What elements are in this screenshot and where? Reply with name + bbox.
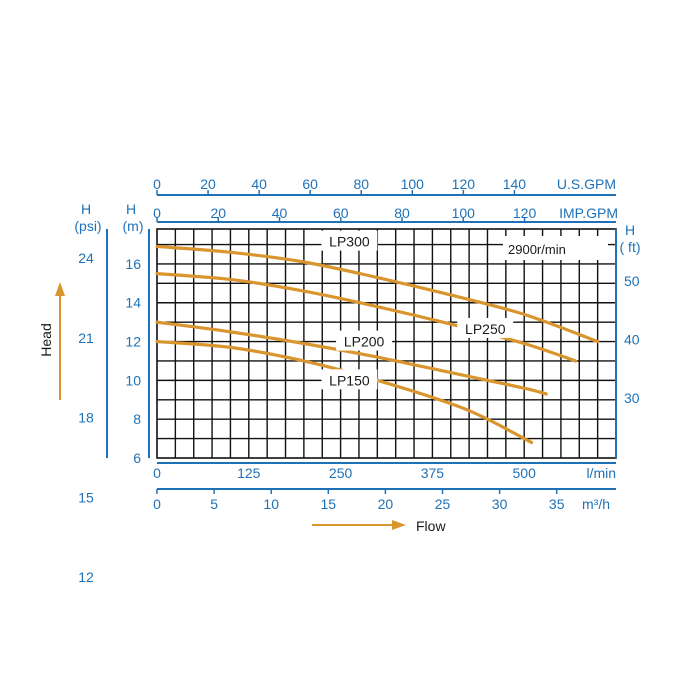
curve-label-lp250: LP250 [465, 321, 506, 337]
lmin-tick-label: 0 [153, 465, 161, 481]
usgpm-tick-label: 60 [302, 176, 318, 192]
m3h-tick-label: 20 [378, 496, 394, 512]
head-axis-title: Head [38, 282, 65, 400]
lmin-tick-label: 375 [421, 465, 445, 481]
flow-axis-title: Flow [312, 518, 446, 534]
curve-label-lp300: LP300 [329, 234, 370, 250]
usgpm-tick-label: 140 [503, 176, 527, 192]
ft-tick-label: 40 [624, 332, 640, 348]
curve-lp250 [155, 272, 578, 363]
m3h-unit-label: m³/h [582, 496, 610, 512]
meters-tick-label: 14 [125, 295, 141, 311]
impgpm-unit-label: IMP.GPM [559, 205, 618, 221]
grid [156, 228, 617, 459]
psi-unit-letter: H [81, 201, 91, 217]
lmin-tick-label: 250 [329, 465, 353, 481]
impgpm-tick-label: 40 [272, 205, 288, 221]
m3h-tick-label: 5 [210, 496, 218, 512]
psi-tick-label: 15 [78, 489, 94, 505]
impgpm-tick-label: 100 [452, 205, 476, 221]
curve-lp150 [155, 339, 534, 445]
flow-label: Flow [416, 518, 446, 534]
lmin-tick-label: 125 [237, 465, 261, 481]
usgpm-tick-label: 40 [251, 176, 267, 192]
curve-label-bg [336, 330, 393, 351]
m3h-tick-label: 35 [549, 496, 565, 512]
m3h-tick-label: 0 [153, 496, 161, 512]
usgpm-tick-label: 20 [200, 176, 216, 192]
impgpm-tick-label: 120 [513, 205, 537, 221]
usgpm-tick-label: 100 [401, 176, 425, 192]
ft-tick-label: 50 [624, 273, 640, 289]
usgpm-tick-label: 0 [153, 176, 161, 192]
ft-unit-letter: H [625, 222, 635, 238]
ft-tick-label: 30 [624, 390, 640, 406]
impgpm-tick-label: 80 [394, 205, 410, 221]
speed-label: 2900r/min [508, 242, 566, 257]
curve-label-bg [321, 230, 378, 251]
m3h-tick-label: 30 [492, 496, 508, 512]
curve-label-bg [457, 317, 514, 338]
usgpm-tick-label: 120 [452, 176, 476, 192]
usgpm-unit-label: U.S.GPM [557, 176, 616, 192]
ft-unit-label: ( ft) [620, 239, 641, 255]
psi-tick-label: 24 [78, 250, 94, 266]
psi-unit-label: (psi) [74, 218, 101, 234]
curve-label-lp200: LP200 [344, 334, 385, 350]
curve-lp200 [155, 320, 548, 396]
meters-tick-label: 6 [133, 450, 141, 466]
curve-label-bg [321, 369, 378, 390]
lmin-tick-label: 500 [513, 465, 537, 481]
meters-tick-label: 16 [125, 256, 141, 272]
meters-tick-label: 10 [125, 372, 141, 388]
curve-label-lp150: LP150 [329, 372, 370, 388]
impgpm-tick-label: 20 [210, 205, 226, 221]
psi-tick-label: 18 [78, 410, 94, 426]
lmin-unit-label: l/min [586, 465, 616, 481]
head-label: Head [38, 323, 54, 356]
m3h-tick-label: 15 [321, 496, 337, 512]
curve-lp300 [155, 244, 600, 344]
meters-unit-label: (m) [123, 218, 144, 234]
usgpm-tick-label: 80 [353, 176, 369, 192]
m3h-tick-label: 10 [263, 496, 279, 512]
m3h-tick-label: 25 [435, 496, 451, 512]
psi-tick-label: 12 [78, 569, 94, 585]
impgpm-tick-label: 60 [333, 205, 349, 221]
curve-labels: LP300 LP250 LP200 LP150 [321, 230, 514, 390]
meters-tick-label: 8 [133, 411, 141, 427]
speed-label-box: 2900r/min [503, 236, 608, 260]
impgpm-tick-label: 0 [153, 205, 161, 221]
meters-unit-letter: H [126, 201, 136, 217]
meters-tick-label: 12 [125, 334, 141, 350]
psi-tick-label: 21 [78, 330, 94, 346]
